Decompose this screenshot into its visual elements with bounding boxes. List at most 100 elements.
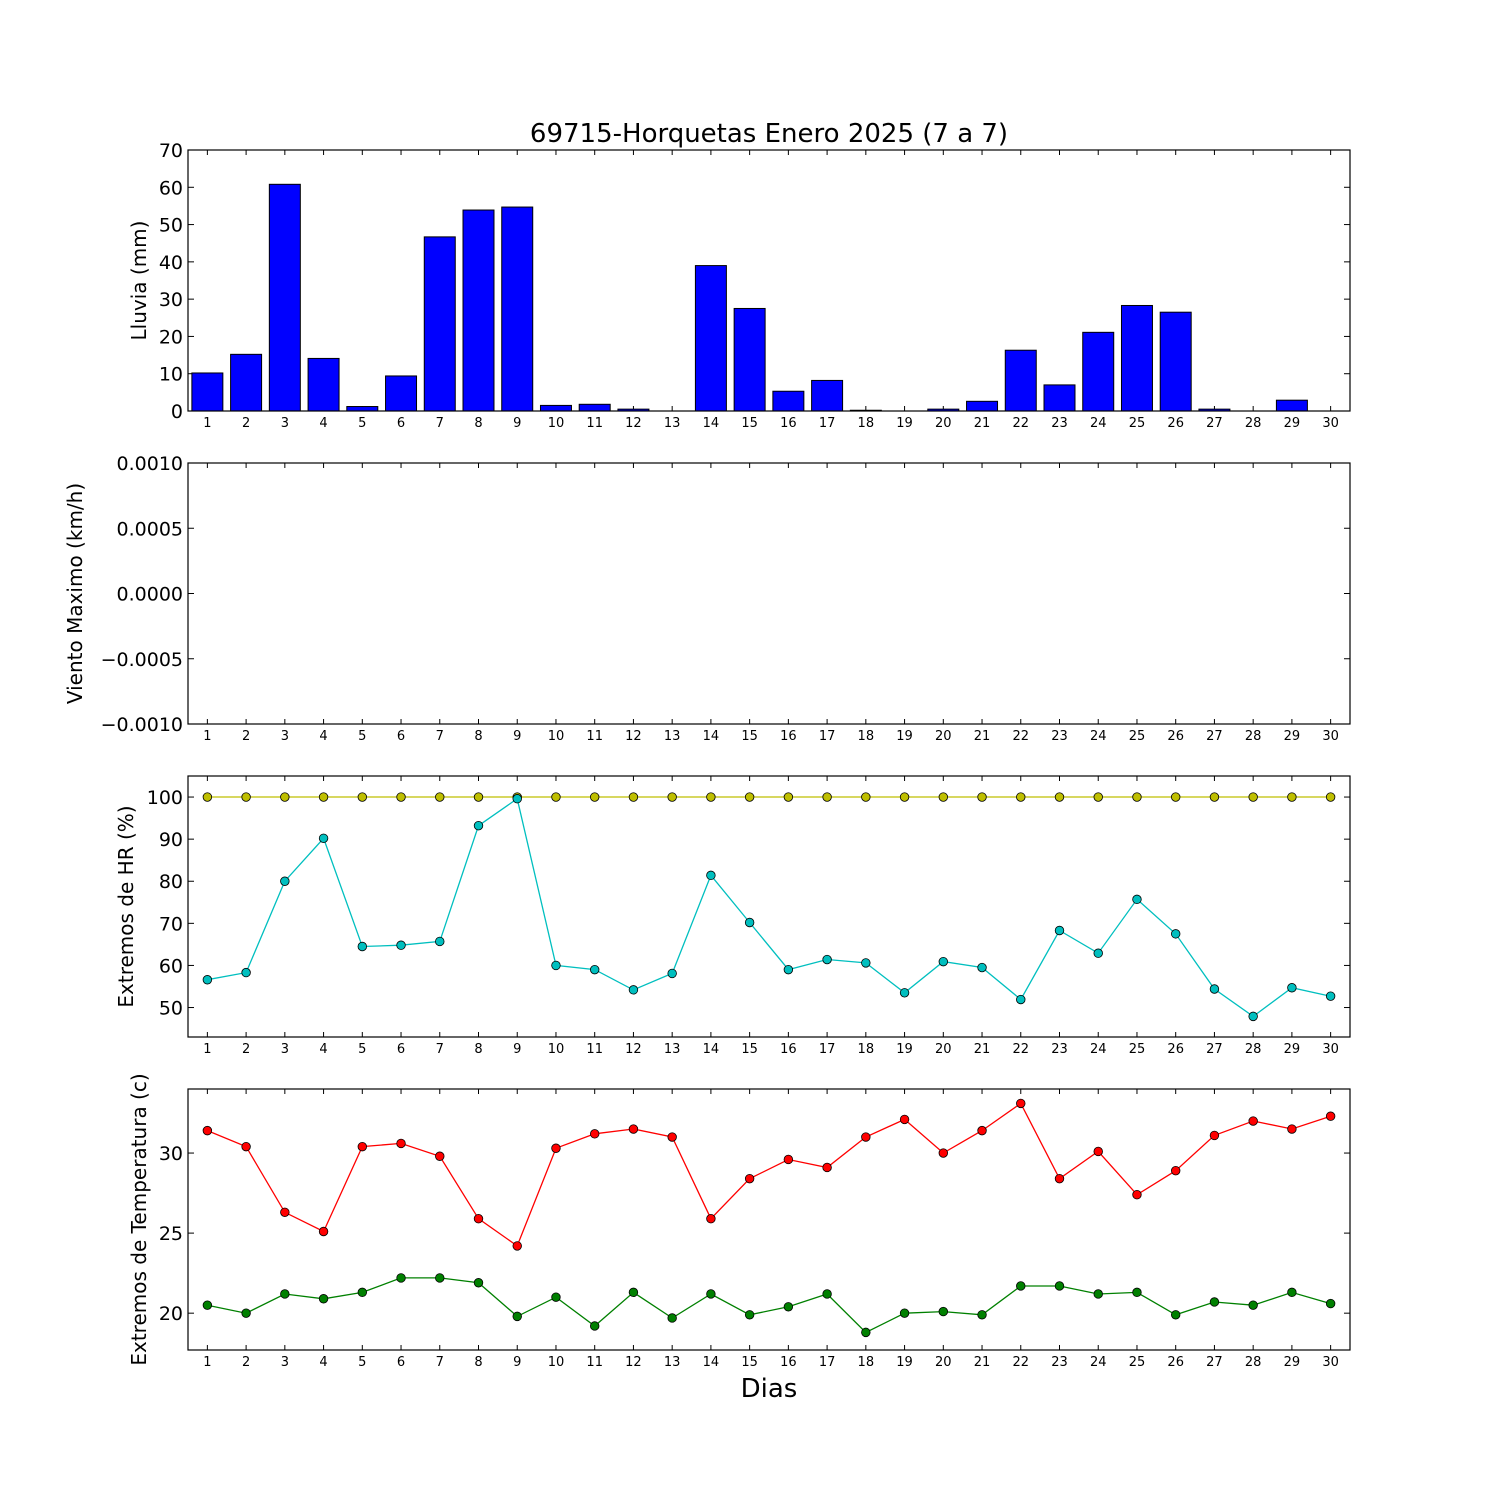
point-series-1-day-20 — [938, 1148, 949, 1158]
point-series-2-day-4 — [318, 1294, 329, 1304]
ytick-label: 50 — [159, 998, 183, 1020]
point-series-2-day-3 — [280, 1289, 290, 1299]
point-series-1-day-22 — [1016, 792, 1026, 802]
point-series-1-day-3 — [280, 792, 290, 802]
point-series-2-day-17 — [822, 1289, 832, 1299]
point-series-1-day-6 — [396, 1138, 406, 1149]
point-series-1-day-22 — [1016, 1098, 1026, 1109]
xtick-label: 27 — [1206, 416, 1223, 431]
xtick-label: 8 — [474, 416, 482, 431]
bar-day-14 — [694, 265, 727, 412]
point-series-1-day-30 — [1325, 1111, 1336, 1121]
xtick-label: 16 — [780, 729, 797, 744]
xtick-label: 19 — [896, 1042, 913, 1057]
xtick-label: 1 — [203, 1355, 211, 1370]
xtick-label: 28 — [1245, 1042, 1262, 1057]
xtick-label: 26 — [1167, 416, 1184, 431]
point-series-2-day-30 — [1325, 1298, 1336, 1309]
xtick-label: 15 — [741, 1042, 758, 1057]
axes-frame — [187, 149, 1351, 412]
point-series-2-day-15 — [744, 917, 755, 928]
xtick-label: 12 — [625, 729, 642, 744]
xtick-label: 20 — [935, 729, 952, 744]
point-series-1-day-7 — [435, 1151, 445, 1161]
point-series-1-day-19 — [899, 792, 910, 802]
xtick-label: 18 — [858, 1355, 875, 1370]
point-series-2-day-8 — [473, 1278, 484, 1288]
xtick-label: 13 — [664, 1042, 681, 1057]
bar-day-21 — [966, 400, 999, 412]
bar-day-29 — [1275, 399, 1308, 412]
point-series-1-day-8 — [473, 1213, 484, 1224]
point-series-1-day-9 — [512, 1241, 522, 1251]
xtick-label: 22 — [1012, 1042, 1029, 1057]
xtick-label: 26 — [1167, 1042, 1184, 1057]
xtick-label: 25 — [1129, 1042, 1146, 1057]
point-series-2-day-29 — [1287, 983, 1297, 993]
xtick-label: 19 — [896, 1355, 913, 1370]
xtick-label: 27 — [1206, 729, 1223, 744]
bar-day-11 — [578, 403, 611, 412]
ytick-label: 40 — [159, 252, 183, 274]
xtick-label: 3 — [281, 1355, 289, 1370]
xtick-label: 25 — [1129, 729, 1146, 744]
point-series-2-day-26 — [1170, 1310, 1181, 1320]
point-series-2-day-24 — [1093, 1289, 1103, 1299]
point-series-2-day-9 — [512, 1311, 522, 1322]
point-series-2-day-29 — [1287, 1287, 1297, 1298]
xtick-label: 15 — [741, 416, 758, 431]
bar-day-25 — [1120, 304, 1153, 412]
point-series-2-day-12 — [628, 985, 639, 995]
point-series-1-day-28 — [1248, 792, 1258, 802]
point-series-2-day-23 — [1054, 1281, 1065, 1291]
point-series-1-day-21 — [977, 792, 987, 802]
ytick-label: −0.0010 — [101, 714, 183, 736]
bar-day-1 — [191, 372, 224, 412]
ytick-label: 0 — [171, 401, 183, 423]
point-series-2-day-14 — [706, 1289, 716, 1299]
bar-day-9 — [501, 206, 534, 412]
x-axis-label: Dias — [741, 1374, 798, 1404]
point-series-2-day-25 — [1132, 894, 1142, 905]
point-series-1-day-5 — [357, 1141, 368, 1152]
ytick-label: 0.0005 — [117, 518, 183, 540]
xtick-label: 28 — [1245, 416, 1262, 431]
point-series-1-day-11 — [590, 792, 600, 802]
point-series-2-day-1 — [202, 1300, 213, 1310]
bar-day-15 — [733, 307, 766, 412]
point-series-2-day-30 — [1325, 991, 1336, 1001]
xtick-label: 6 — [397, 729, 405, 744]
ytick-label: 70 — [159, 913, 183, 935]
point-series-1-day-6 — [396, 792, 406, 802]
xtick-label: 17 — [819, 729, 836, 744]
point-series-2-day-13 — [667, 1313, 677, 1323]
bar-day-5 — [346, 406, 379, 412]
point-series-2-day-20 — [938, 1306, 949, 1317]
point-series-2-day-21 — [977, 1310, 987, 1320]
point-series-2-day-21 — [977, 962, 987, 973]
point-series-1-day-29 — [1287, 1124, 1297, 1134]
point-series-2-day-22 — [1016, 994, 1026, 1005]
point-series-2-day-10 — [551, 1292, 561, 1302]
xtick-label: 1 — [203, 416, 211, 431]
xtick-label: 29 — [1284, 1355, 1301, 1370]
xtick-label: 21 — [974, 729, 991, 744]
xtick-label: 6 — [397, 1042, 405, 1057]
point-series-1-day-13 — [667, 792, 677, 802]
point-series-1-day-16 — [783, 1154, 794, 1165]
xtick-label: 30 — [1322, 416, 1339, 431]
point-series-2-day-16 — [783, 1302, 794, 1312]
point-series-2-day-28 — [1248, 1300, 1258, 1310]
xtick-label: 14 — [703, 729, 720, 744]
point-series-1-day-20 — [938, 792, 949, 802]
xtick-label: 21 — [974, 416, 991, 431]
xtick-label: 11 — [586, 729, 603, 744]
xtick-label: 4 — [319, 1355, 327, 1370]
point-series-1-day-27 — [1209, 792, 1220, 802]
point-series-1-day-21 — [977, 1125, 987, 1136]
point-series-1-day-2 — [241, 792, 251, 802]
xtick-label: 3 — [281, 1042, 289, 1057]
